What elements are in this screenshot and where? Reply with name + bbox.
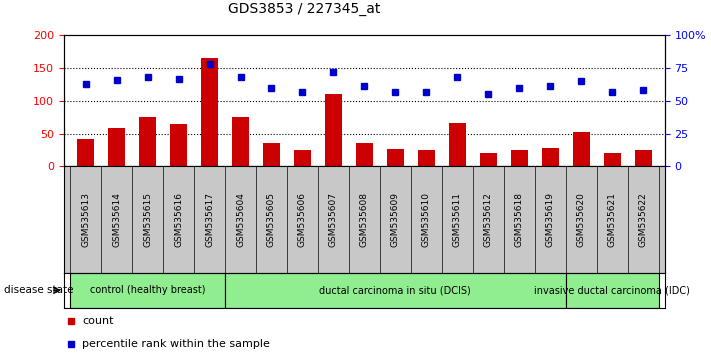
Text: GSM535613: GSM535613 [81, 192, 90, 247]
Bar [604, 153, 621, 166]
Text: GSM535619: GSM535619 [546, 192, 555, 247]
Bar [480, 153, 497, 166]
Bar [566, 273, 658, 308]
Text: ductal carcinoma in situ (DCIS): ductal carcinoma in situ (DCIS) [319, 285, 471, 295]
Bar [294, 150, 311, 166]
Text: GSM535612: GSM535612 [483, 192, 493, 247]
Text: GSM535614: GSM535614 [112, 192, 121, 247]
Bar [635, 150, 651, 166]
Text: disease state: disease state [4, 285, 73, 295]
Text: GSM535604: GSM535604 [236, 192, 245, 247]
Text: GSM535617: GSM535617 [205, 192, 214, 247]
Text: GSM535620: GSM535620 [577, 192, 586, 247]
Bar [449, 123, 466, 166]
Text: GSM535616: GSM535616 [174, 192, 183, 247]
Text: GSM535605: GSM535605 [267, 192, 276, 247]
Text: GSM535609: GSM535609 [391, 192, 400, 247]
Bar [325, 95, 342, 166]
Text: count: count [82, 316, 114, 326]
Text: GSM535611: GSM535611 [453, 192, 461, 247]
Text: GSM535615: GSM535615 [143, 192, 152, 247]
Bar [232, 116, 249, 166]
Bar [70, 273, 225, 308]
Bar [356, 143, 373, 166]
Text: invasive ductal carcinoma (IDC): invasive ductal carcinoma (IDC) [534, 285, 690, 295]
Text: percentile rank within the sample: percentile rank within the sample [82, 339, 270, 349]
Bar [77, 139, 94, 166]
Text: GSM535608: GSM535608 [360, 192, 369, 247]
Text: GSM535606: GSM535606 [298, 192, 307, 247]
Bar [387, 149, 404, 166]
Bar [418, 150, 435, 166]
Text: GSM535622: GSM535622 [638, 192, 648, 247]
Text: GDS3853 / 227345_at: GDS3853 / 227345_at [228, 2, 380, 16]
Text: GSM535618: GSM535618 [515, 192, 524, 247]
Bar [225, 273, 566, 308]
Bar [542, 148, 559, 166]
Bar [201, 58, 218, 166]
Bar [170, 125, 187, 166]
Bar [572, 132, 589, 166]
Bar [108, 129, 125, 166]
Text: GSM535621: GSM535621 [608, 192, 616, 247]
Bar [510, 150, 528, 166]
Text: GSM535607: GSM535607 [329, 192, 338, 247]
Text: control (healthy breast): control (healthy breast) [90, 285, 205, 295]
Bar [139, 116, 156, 166]
Bar [263, 143, 280, 166]
Text: GSM535610: GSM535610 [422, 192, 431, 247]
